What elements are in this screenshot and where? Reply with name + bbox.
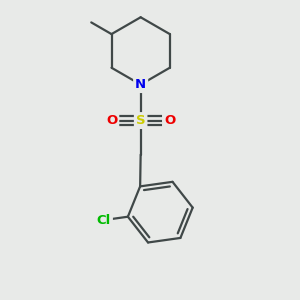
Text: O: O [164,114,175,127]
Text: Cl: Cl [97,214,111,226]
Text: S: S [136,114,146,127]
Text: O: O [106,114,117,127]
Text: N: N [135,78,146,91]
